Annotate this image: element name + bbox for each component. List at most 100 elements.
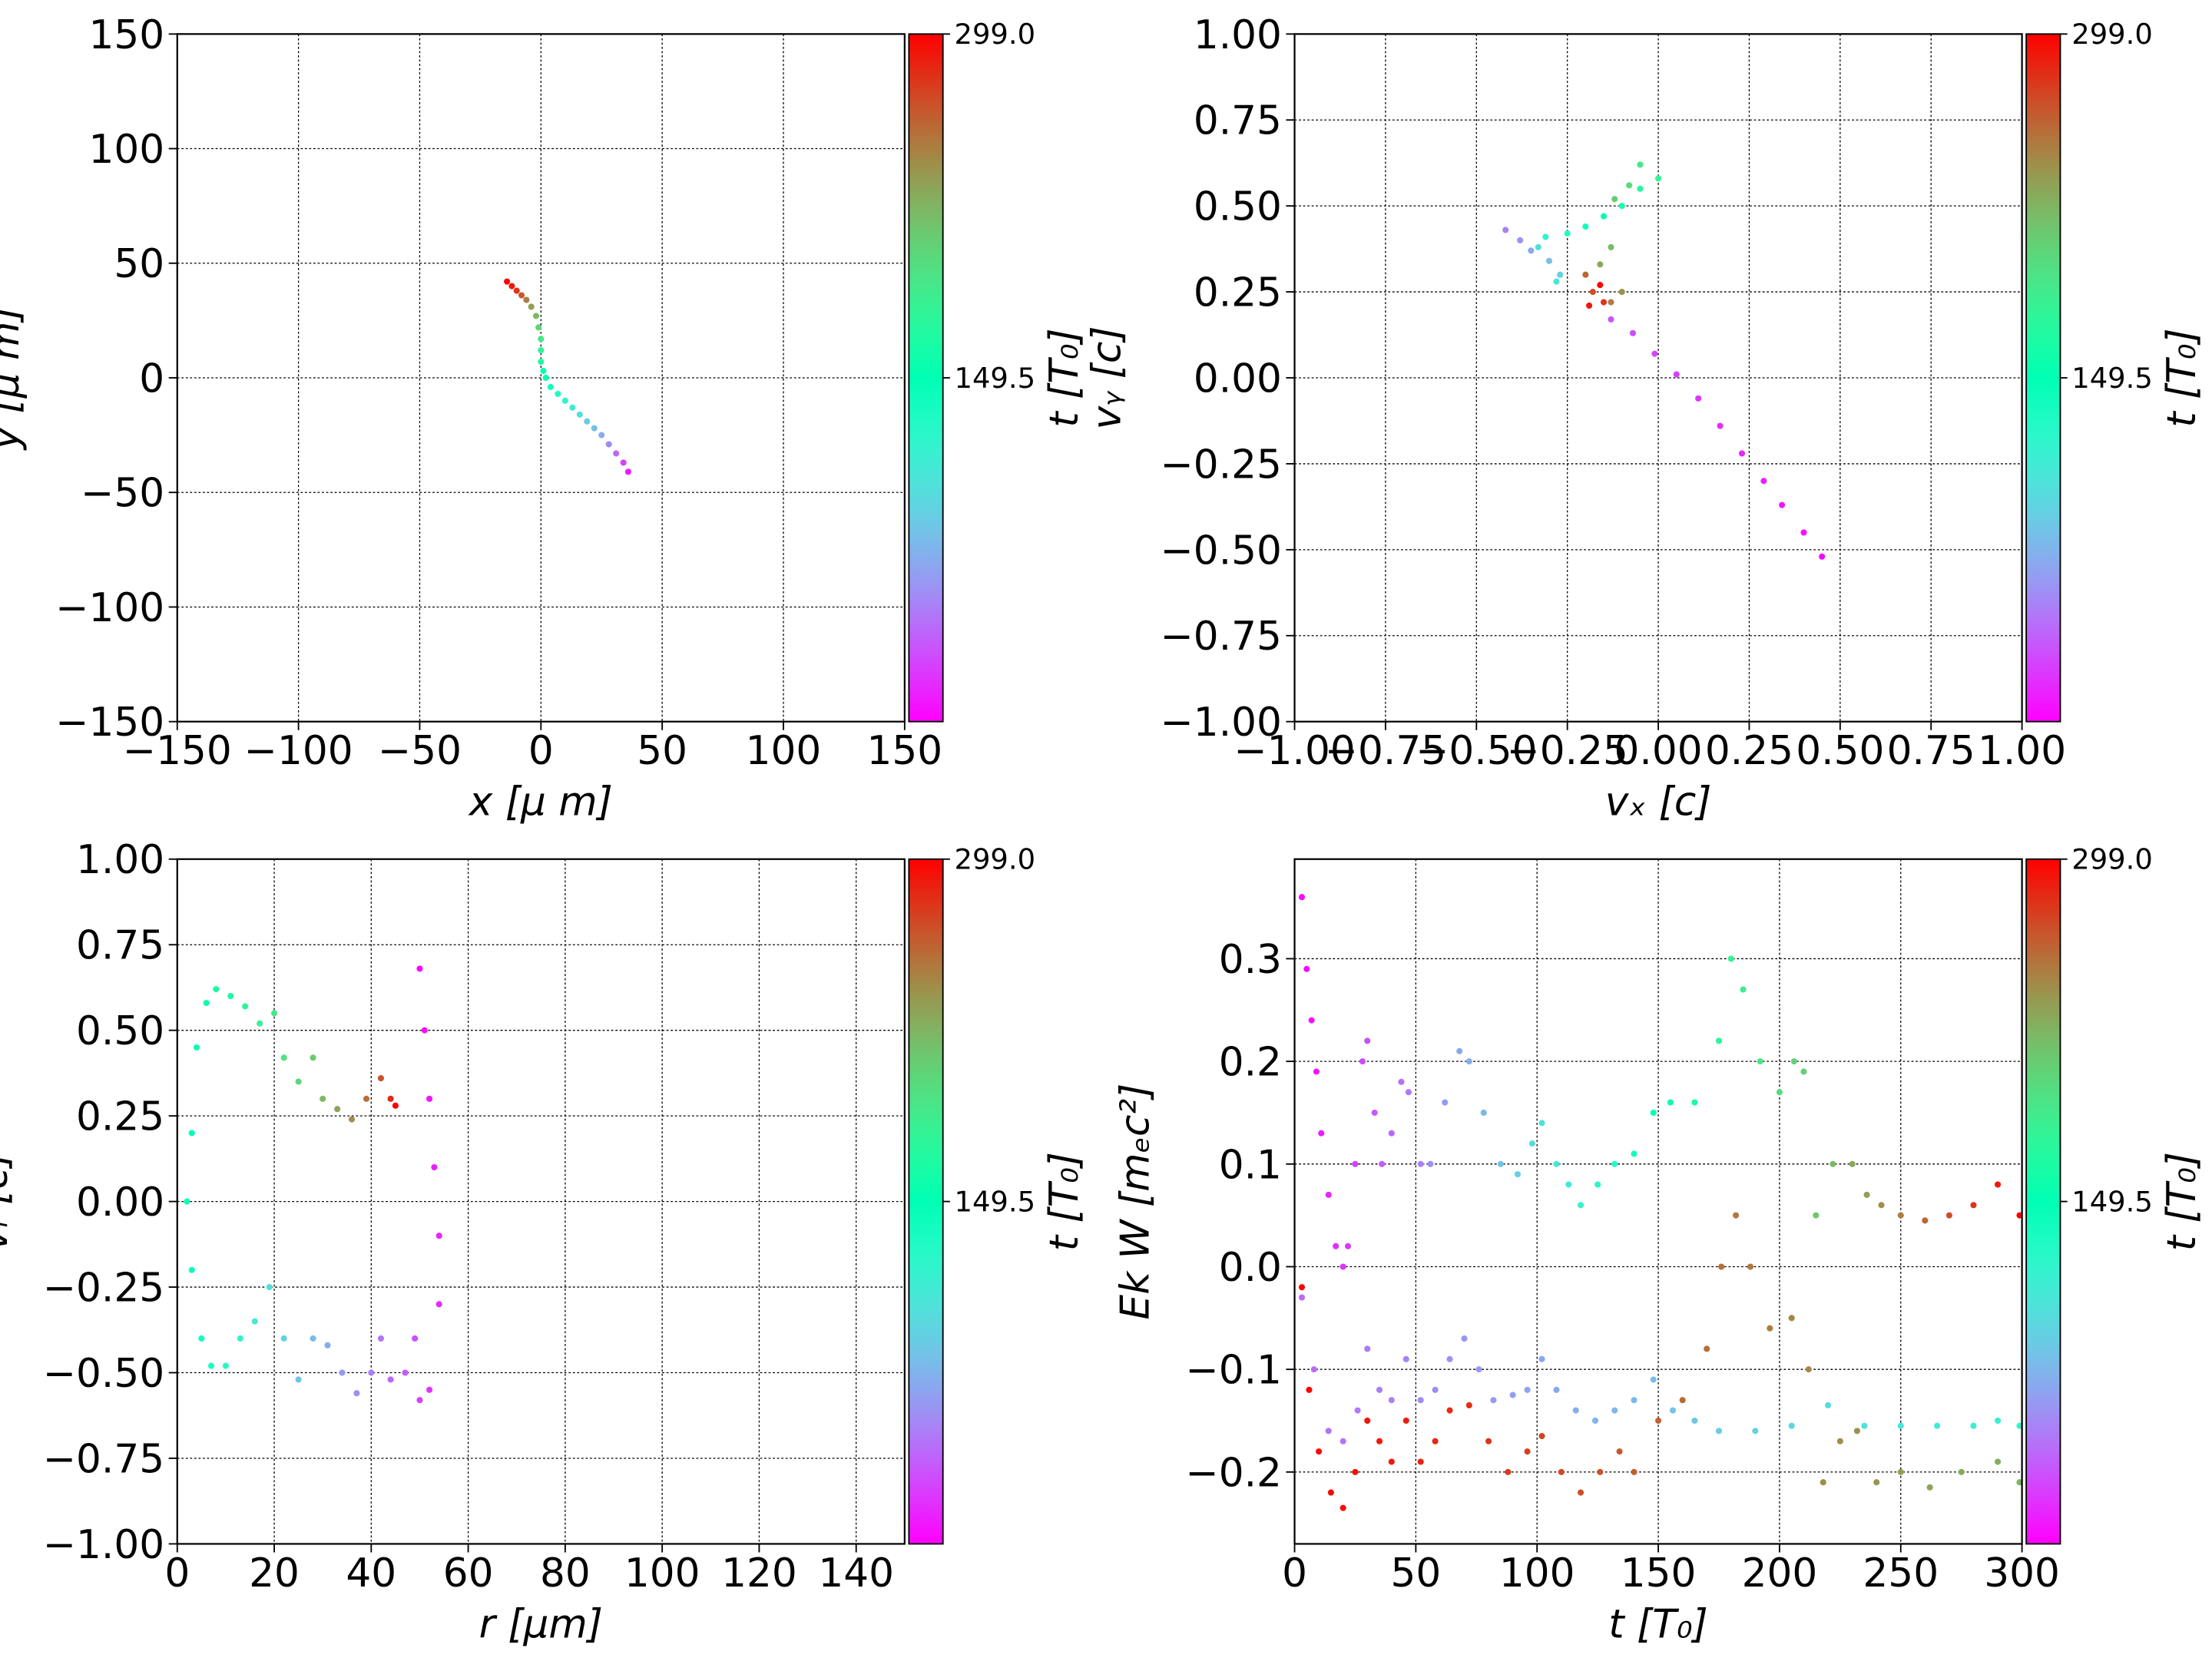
point [508,283,515,290]
y-axis-label: vᵣ [c] [0,1152,17,1251]
colorbar-label: t [T₀] [1041,1152,1088,1251]
point [1752,1428,1759,1434]
point [1417,1458,1424,1465]
point [1704,1345,1710,1352]
point [377,1075,385,1082]
point [368,1369,375,1376]
point [188,1130,195,1137]
x-tick-label: 150 [1621,1550,1697,1597]
x-tick-label: −1.00 [1233,728,1355,774]
point [1945,1212,1952,1219]
point [1388,1130,1395,1137]
point [1509,1391,1516,1398]
point [203,999,210,1007]
colorbar-label: t [T₀] [1041,328,1088,427]
y-tick-label: 0.75 [76,923,164,969]
point [435,1301,442,1308]
x-tick-label: 250 [1863,1550,1939,1597]
point [1485,1438,1492,1444]
point [1637,185,1644,192]
point [1310,1366,1317,1373]
x-tick-label: 0.75 [1887,728,1975,774]
point [1379,1160,1386,1167]
point [1298,1284,1306,1291]
point [295,1376,302,1383]
point [1691,1417,1698,1424]
point [1354,1407,1361,1414]
x-tick-label: −0.75 [1325,728,1446,774]
point [1873,1479,1880,1486]
y-tick-label: −0.75 [1161,614,1282,660]
point [1298,1294,1306,1301]
point [538,347,545,354]
point [280,1054,287,1061]
point [1600,213,1608,220]
point [1398,1078,1405,1085]
point [1553,1160,1560,1167]
point [1446,1355,1453,1362]
point [1897,1422,1904,1429]
colorbar-tick-label: 299.0 [954,843,1035,876]
point [295,1078,302,1085]
y-tick-label: −0.50 [1161,528,1282,574]
point [1446,1407,1453,1414]
point [1376,1438,1383,1444]
point [569,404,576,411]
point [1557,271,1564,278]
y-tick-label: 0.25 [1194,270,1282,316]
point [1524,1386,1531,1393]
axes-frame [1293,858,2023,1545]
point [426,1095,433,1102]
point [528,303,535,310]
x-tick-label: 50 [1390,1550,1441,1597]
point [523,296,530,303]
point [1733,1212,1740,1219]
point [412,1335,419,1342]
point [1669,1407,1677,1414]
point [1359,1058,1366,1065]
y-tick-label: −1.00 [43,1522,164,1568]
point [310,1054,316,1061]
y-tick-label: −50 [81,471,164,517]
point [1442,1099,1449,1106]
point [421,1027,428,1034]
point [198,1335,205,1342]
point [1577,1202,1584,1209]
y-tick-label: −100 [55,585,164,631]
point [416,1397,423,1404]
y-tick-label: −0.1 [1185,1348,1282,1394]
point [1475,1366,1482,1373]
x-axis-label: vₓ [c] [1605,779,1712,826]
x-tick-label: 300 [1984,1550,2060,1597]
colorbar [908,33,944,723]
point [1934,1422,1941,1429]
point [1565,1181,1572,1188]
point [2016,1422,2023,1429]
point [1591,1417,1599,1424]
x-tick-label: −0.50 [1416,728,1537,774]
point [555,390,561,397]
point [1318,1130,1325,1137]
point [257,1020,263,1027]
point [1922,1217,1929,1224]
point [1994,1458,2002,1465]
point [1597,1468,1604,1475]
point [1897,1212,1904,1219]
point [1465,1401,1472,1409]
point [242,1003,249,1010]
point [1651,350,1658,357]
x-tick-label: −0.25 [1506,728,1628,774]
point [1298,894,1306,901]
point [1524,1448,1531,1455]
colorbar-tick-label: 149.5 [2071,1186,2153,1219]
point [1611,1407,1618,1414]
point [513,287,520,294]
colorbar-tick-label: 149.5 [954,1186,1035,1219]
point [1897,1468,1904,1475]
point [1432,1438,1439,1444]
point [1564,230,1571,237]
point [184,1198,190,1205]
x-tick-label: −50 [378,728,462,774]
point [1327,1489,1334,1496]
point [1542,233,1549,240]
